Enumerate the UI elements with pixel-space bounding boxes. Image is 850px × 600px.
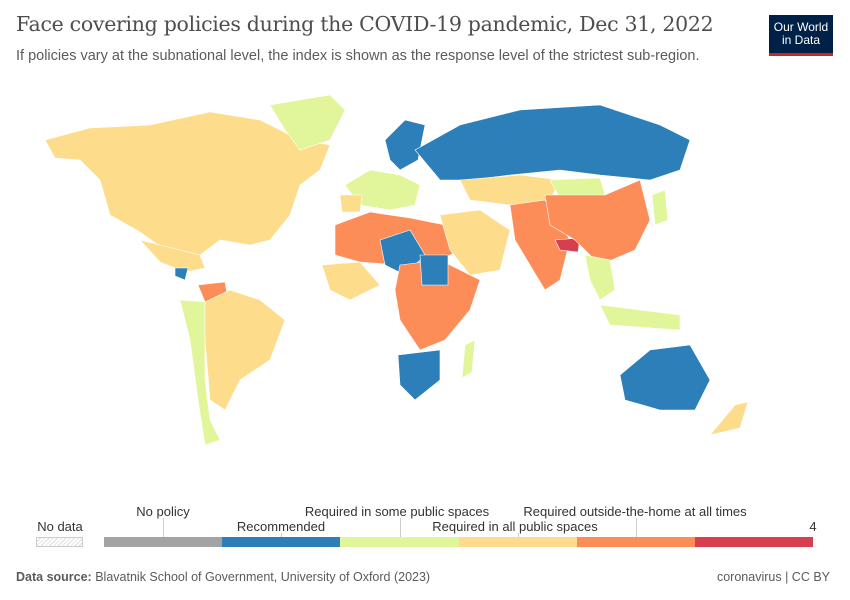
region-southern-africa[interactable] xyxy=(397,349,441,401)
logo-text: Our World in Data xyxy=(773,20,829,47)
region-iberia[interactable] xyxy=(339,194,363,213)
legend-bin-some-public xyxy=(340,537,459,547)
region-west-africa[interactable] xyxy=(321,261,381,301)
legend-tick xyxy=(636,518,637,537)
region-greenland[interactable] xyxy=(269,95,346,151)
europe[interactable] xyxy=(339,119,426,213)
chart-subtitle: If policies vary at the subnational leve… xyxy=(16,48,700,64)
south-america[interactable] xyxy=(179,281,286,446)
legend-label-max: 4 xyxy=(809,519,817,534)
region-mexico[interactable] xyxy=(139,239,206,273)
region-scandinavia[interactable] xyxy=(384,119,426,171)
source-label: Data source: xyxy=(16,570,92,584)
region-madagascar[interactable] xyxy=(461,339,476,379)
legend-tick xyxy=(281,533,282,537)
source-text[interactable]: Blavatnik School of Government, Universi… xyxy=(95,570,431,584)
chart-title: Face covering policies during the COVID-… xyxy=(16,12,714,36)
legend-label-no-policy: No policy xyxy=(136,504,190,519)
region-new-zealand[interactable] xyxy=(709,401,749,436)
region-western-europe[interactable] xyxy=(344,169,421,211)
africa[interactable] xyxy=(321,211,481,401)
legend-bin-outside-home xyxy=(577,537,695,547)
legend-bin-recommended xyxy=(222,537,340,547)
oceania[interactable] xyxy=(619,344,749,436)
asia[interactable] xyxy=(414,104,691,331)
region-sudan[interactable] xyxy=(419,254,449,286)
region-japan[interactable] xyxy=(651,189,669,226)
region-canada-us[interactable] xyxy=(44,111,331,256)
legend-label-recommended: Recommended xyxy=(236,519,326,534)
legend-label-all-public: Required in all public spaces xyxy=(432,519,598,534)
license[interactable]: coronavirus | CC BY xyxy=(716,570,830,584)
north-america[interactable] xyxy=(44,95,346,281)
legend-label-some-public: Required in some public spaces xyxy=(304,504,490,519)
legend-tick xyxy=(400,518,401,537)
no-data-swatch xyxy=(36,537,83,547)
region-russia[interactable] xyxy=(414,104,691,181)
legend-label-outside-home: Required outside-the-home at all times xyxy=(523,504,747,519)
legend-tick xyxy=(163,518,164,537)
region-middle-east[interactable] xyxy=(439,209,511,276)
legend-bin-all-public xyxy=(459,537,577,547)
region-nepal-pakistan[interactable] xyxy=(554,237,581,253)
legend-bin-max xyxy=(695,537,813,547)
data-source: Data source: Blavatnik School of Governm… xyxy=(16,570,430,584)
region-australia[interactable] xyxy=(619,344,711,411)
region-central-america[interactable] xyxy=(174,267,189,281)
legend-bin-no-policy xyxy=(104,537,222,547)
region-china[interactable] xyxy=(544,179,651,266)
region-east-africa[interactable] xyxy=(394,259,481,351)
region-brazil[interactable] xyxy=(204,289,286,411)
no-data-label: No data xyxy=(37,519,83,534)
owid-logo[interactable]: Our World in Data xyxy=(769,15,833,56)
legend-tick xyxy=(518,533,519,537)
region-southeast-asia[interactable] xyxy=(584,254,681,331)
world-map xyxy=(44,95,749,446)
